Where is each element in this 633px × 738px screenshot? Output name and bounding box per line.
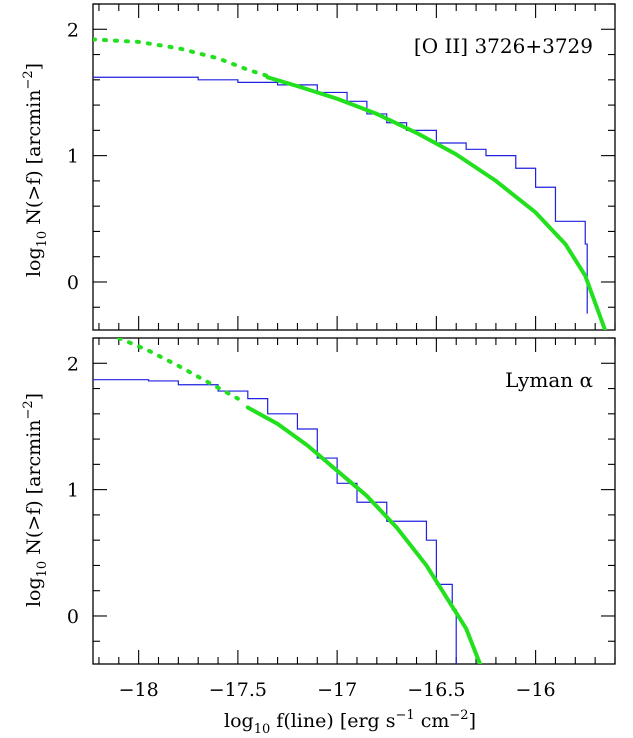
series-group bbox=[93, 37, 608, 330]
x-tick-label: −17.5 bbox=[209, 679, 267, 701]
panel-frame bbox=[92, 3, 616, 331]
x-tick-label: −16.5 bbox=[407, 679, 465, 701]
panels: 0 1 2 [O II] 3726+3729 0 1 2 −18 −17.5 −17 −16.5 −1… bbox=[67, 3, 616, 701]
model-dotted-line bbox=[93, 37, 270, 79]
x-tick-label: −17 bbox=[317, 679, 357, 701]
panel-label: Lyman α bbox=[505, 368, 593, 392]
y-tick-label: 1 bbox=[67, 146, 79, 168]
model-dotted-line bbox=[116, 338, 240, 401]
x-axis-title: log10 f(line) [erg s−1 cm−2] bbox=[224, 708, 476, 737]
model-solid-line bbox=[245, 405, 483, 664]
x-tick-label: −16 bbox=[516, 679, 556, 701]
y-tick-label: 2 bbox=[67, 353, 79, 375]
panel-label: [O II] 3726+3729 bbox=[414, 34, 593, 58]
model-solid-line bbox=[265, 75, 608, 330]
y-tick-label: 1 bbox=[67, 480, 79, 502]
x-tick-label: −18 bbox=[119, 679, 159, 701]
series-group bbox=[93, 338, 483, 664]
y-axis-title-top: log10 N(>f) [arcmin−2] bbox=[21, 63, 50, 277]
panel-1: 0 1 2 [O II] 3726+3729 bbox=[67, 3, 616, 331]
y-tick-label: 0 bbox=[67, 606, 79, 628]
y-tick-label: 0 bbox=[67, 272, 79, 294]
observed-step-line bbox=[93, 379, 457, 664]
panel-2: 0 1 2 −18 −17.5 −17 −16.5 −16 Lyman α bbox=[67, 337, 616, 701]
y-axis-title-bottom: log10 N(>f) [arcmin−2] bbox=[21, 393, 50, 607]
panel-frame bbox=[92, 337, 616, 665]
y-tick-label: 2 bbox=[67, 19, 79, 41]
